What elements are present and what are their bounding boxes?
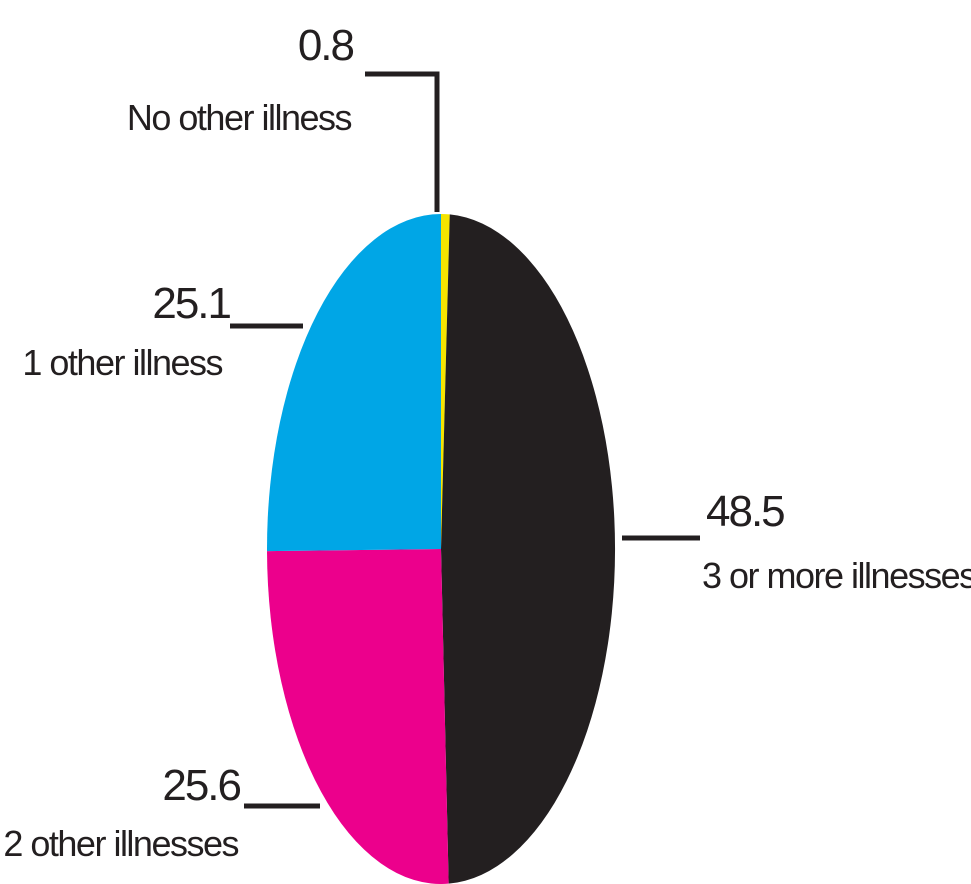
pie-slice-1-other-illness (266, 213, 441, 552)
pie-slice-3-or-more-illnesses (441, 214, 616, 884)
slice-label-1-other-illness: 1 other illness (22, 342, 222, 383)
slice-value-1-other-illness: 25.1 (152, 279, 230, 328)
slice-label-no-other-illness: No other illness (127, 97, 352, 138)
slice-value-3-or-more-illnesses: 48.5 (706, 487, 784, 536)
pie-slice-no-other-illness (441, 214, 450, 549)
slice-value-no-other-illness: 0.8 (298, 21, 354, 70)
pie-slice-2-other-illnesses (267, 549, 449, 884)
slice-label-3-or-more-illnesses: 3 or more illnesses (702, 555, 971, 596)
slice-value-2-other-illnesses: 25.6 (162, 761, 240, 810)
pie-slices (266, 213, 616, 884)
leader-line-no-other-illness (365, 71, 440, 212)
slice-label-2-other-illnesses: 2 other illnesses (3, 823, 238, 864)
